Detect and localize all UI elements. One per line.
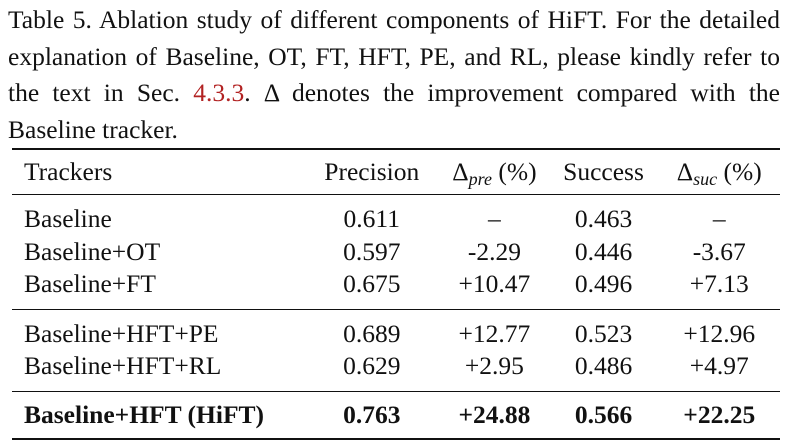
cell-success: 0.463 [574,204,633,234]
caption-text: Table 5. Ablation study of different com… [8,5,780,107]
cell-delta-suc: +12.96 [683,318,756,348]
cell-precision: 0.597 [343,236,401,266]
delta-subscript: pre [468,169,492,189]
cell-delta-pre: +24.88 [440,391,549,440]
header-precision: Precision [303,148,441,195]
cell-delta-suc: +4.97 [658,350,780,392]
cell-delta-pre: -2.29 [467,236,521,266]
cell-delta-suc: – [712,204,726,234]
cell-delta-pre: +12.77 [458,318,531,348]
cell-tracker: Baseline+HFT+PE [24,318,219,348]
cell-tracker: Baseline+HFT+RL [12,350,304,392]
delta-symbol: Δ [676,157,694,186]
cell-tracker: Baseline+FT [12,268,304,310]
table-row: Baseline+HFT+RL 0.629 +2.95 0.486 +4.97 [12,350,780,392]
header-trackers: Trackers [12,148,304,195]
unit-label: (%) [491,157,537,186]
ablation-table: Trackers Precision Δpre (%) Success Δsuc… [12,148,780,440]
cell-precision: 0.611 [343,204,400,234]
cell-delta-pre: +2.95 [440,350,549,392]
cell-precision: 0.675 [303,268,441,310]
cell-tracker: Baseline+HFT (HiFT) [12,391,304,440]
cell-delta-suc: -3.67 [692,236,746,266]
table-row: Baseline+OT 0.597 -2.29 0.446 -3.67 [12,236,780,269]
header-row: Trackers Precision Δpre (%) Success Δsuc… [12,148,780,195]
delta-subscript: suc [693,169,718,189]
cell-delta-suc: +22.25 [658,391,780,440]
cell-delta-suc: +7.13 [658,268,780,310]
cell-success: 0.523 [574,318,633,348]
table-caption: Table 5. Ablation study of different com… [8,2,780,148]
cell-tracker: Baseline+OT [24,236,161,266]
unit-label: (%) [717,157,762,186]
cell-precision: 0.629 [303,350,441,392]
cell-delta-pre: +10.47 [440,268,549,310]
cell-success: 0.566 [548,391,659,440]
cell-success: 0.486 [548,350,659,392]
cell-delta-pre: – [488,204,501,234]
header-success: Success [548,148,659,195]
caption-text-end: . Δ denotes the improvement compared wit… [8,78,780,144]
section-reference-link[interactable]: 4.3.3 [193,78,245,107]
cell-precision: 0.763 [303,391,441,440]
table-row: Baseline+FT 0.675 +10.47 0.496 +7.13 [12,268,780,310]
header-delta-suc: Δsuc (%) [658,148,780,195]
cell-tracker: Baseline [24,204,112,234]
delta-symbol: Δ [452,157,469,186]
header-delta-pre: Δpre (%) [440,148,549,195]
table-row: Baseline+HFT+PE 0.689 +12.77 0.523 +12.9… [12,309,780,350]
table-row: Baseline 0.611 – 0.463 – [12,195,780,236]
table-row-final: Baseline+HFT (HiFT) 0.763 +24.88 0.566 +… [12,391,780,440]
cell-precision: 0.689 [343,318,401,348]
cell-success: 0.496 [548,268,659,310]
cell-success: 0.446 [574,236,633,266]
